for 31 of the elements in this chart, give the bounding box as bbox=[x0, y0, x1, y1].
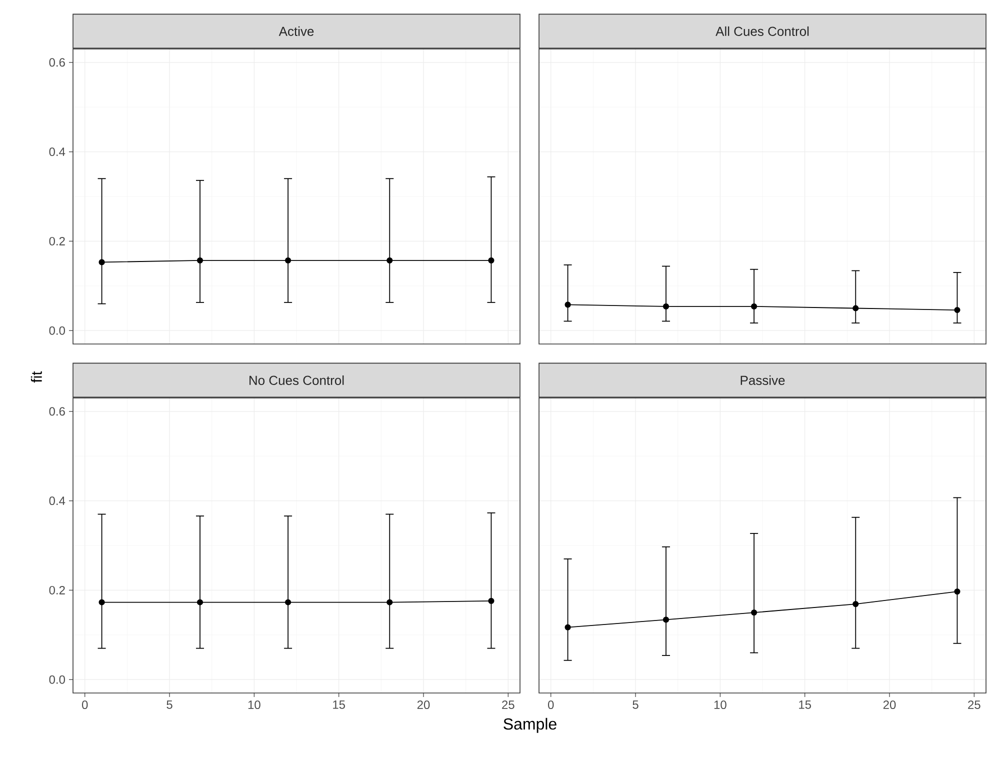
point bbox=[750, 609, 758, 616]
chart-title: All Cues Control bbox=[716, 26, 809, 36]
chart-title: Active bbox=[278, 26, 314, 36]
x-tick-label: 0 bbox=[548, 700, 554, 710]
x-tick-label: 20 bbox=[883, 700, 896, 710]
x-tick-label: 10 bbox=[248, 700, 260, 710]
point bbox=[662, 616, 670, 623]
y-tick-label: 0.2 bbox=[49, 586, 65, 594]
point bbox=[954, 588, 960, 595]
x-tick-label: 10 bbox=[714, 700, 726, 710]
y-axis-title: fit bbox=[30, 371, 42, 383]
x-tick-label: 25 bbox=[968, 700, 980, 710]
chart-title: No Cues Control bbox=[250, 375, 344, 385]
x-tick-label: 15 bbox=[333, 700, 345, 709]
y-tick-label: 0.6 bbox=[49, 58, 65, 67]
x-tick-label: 5 bbox=[632, 700, 638, 709]
x-tick-label: 20 bbox=[417, 700, 430, 710]
x-tick-label: 15 bbox=[799, 700, 811, 709]
y-tick-label: 0.0 bbox=[49, 675, 66, 684]
x-tick-label: 25 bbox=[502, 700, 514, 710]
chart-title: Passive bbox=[740, 375, 785, 385]
y-tick-label: 0.2 bbox=[49, 236, 65, 246]
y-tick-label: 0.6 bbox=[49, 407, 65, 416]
x-axis-title: Sample bbox=[504, 718, 556, 733]
y-tick-label: 0.0 bbox=[49, 326, 66, 335]
y-tick-label: 0.4 bbox=[49, 496, 66, 506]
y-tick-label: 0.4 bbox=[49, 148, 66, 156]
x-tick-label: 5 bbox=[166, 700, 172, 709]
x-tick-label: 0 bbox=[82, 700, 88, 710]
point bbox=[564, 624, 571, 630]
point bbox=[852, 601, 859, 608]
